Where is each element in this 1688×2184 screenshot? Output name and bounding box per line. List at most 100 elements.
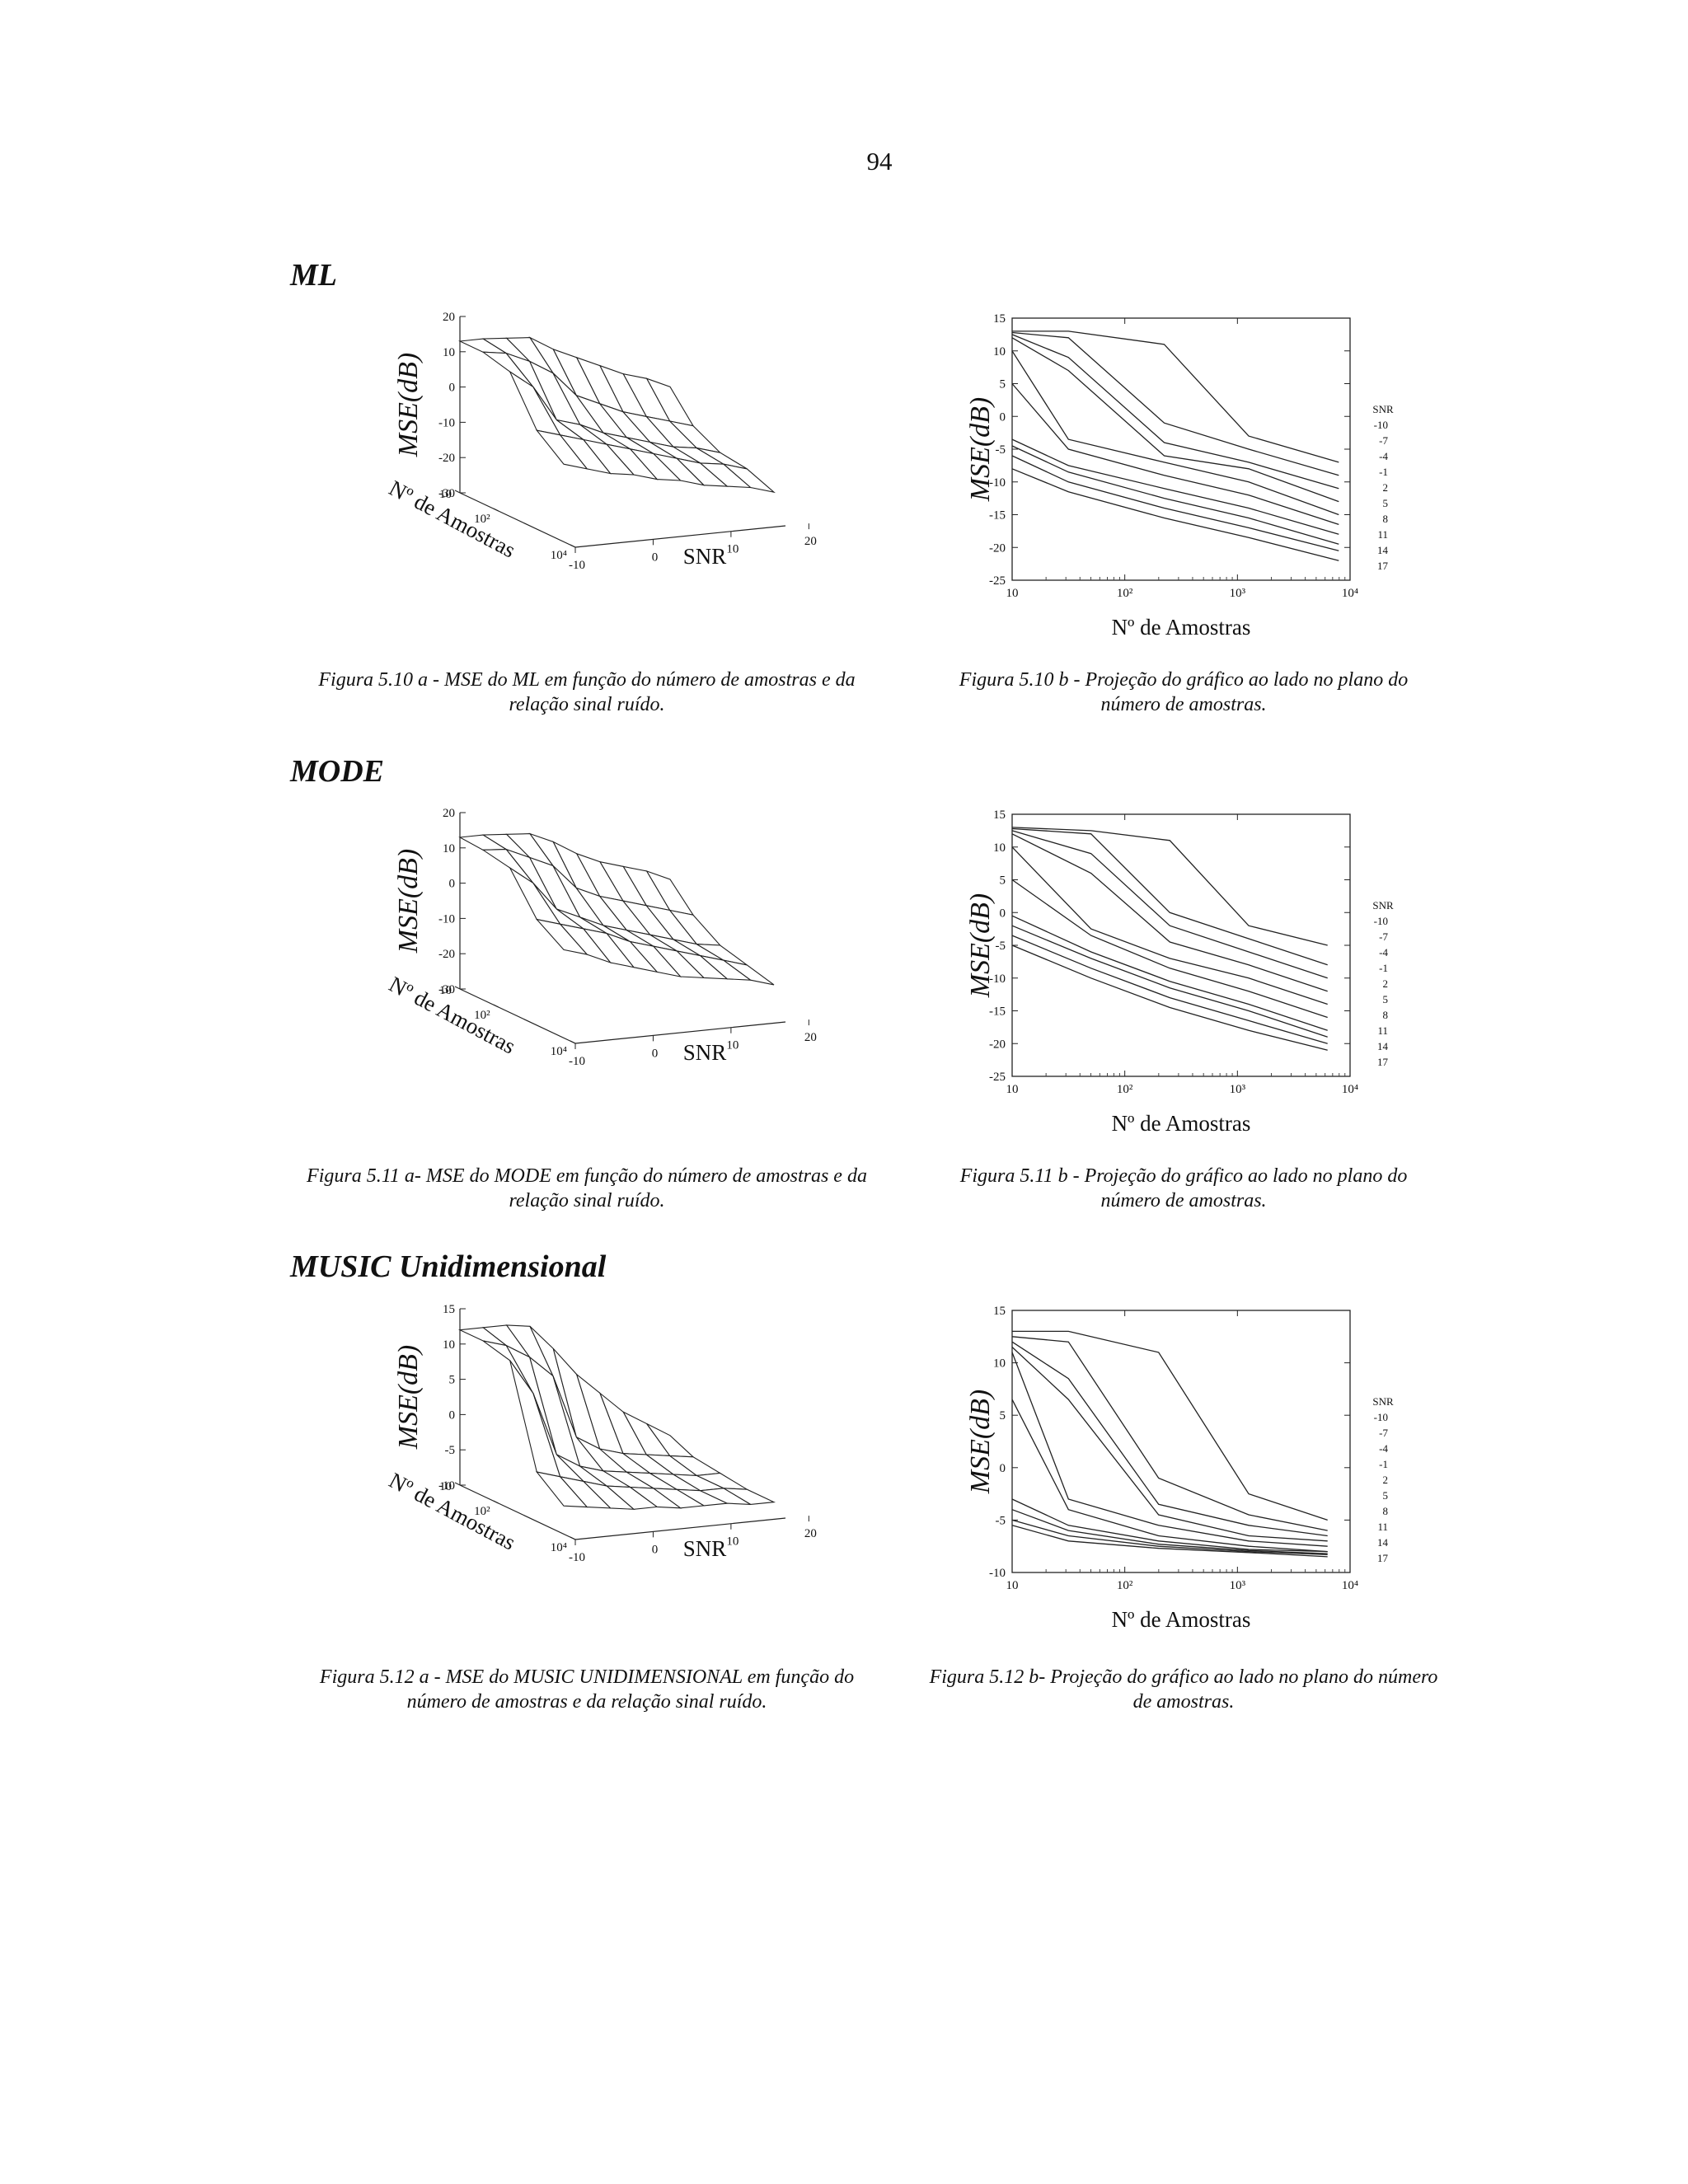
y-tick-label: -10 (989, 972, 1006, 986)
series-line-snr--1 (1011, 1347, 1328, 1542)
legend-item: -1 (1379, 1458, 1388, 1470)
legend-item: -7 (1379, 1427, 1388, 1439)
series-line-snr-11 (1011, 925, 1328, 1038)
z-tick-label: -20 (438, 948, 455, 961)
legend-item: 2 (1383, 481, 1389, 494)
series-line-snr-11 (1011, 445, 1339, 545)
caption-fig-5-12a: Figura 5.12 a - MSE do MUSIC UNIDIMENSIO… (290, 1665, 884, 1714)
legend-title: SNR (1372, 899, 1394, 912)
series-line-snr--4 (1011, 830, 1328, 979)
x-tick-label: 10² (1117, 587, 1133, 600)
snr-axis-title: SNR (683, 1536, 727, 1561)
samples-tick-label: 10 (439, 1480, 452, 1493)
samples-tick (570, 1040, 576, 1044)
y-tick-label: 10 (993, 841, 1006, 855)
legend-item: 17 (1377, 1056, 1389, 1068)
z-tick-label: -10 (438, 1479, 455, 1493)
series-line-snr-14 (1011, 1519, 1328, 1556)
legend-item: -10 (1374, 915, 1388, 927)
y-tick-label: -15 (989, 1005, 1006, 1019)
samples-axis (459, 988, 576, 1044)
x-tick-label: 10² (1117, 1083, 1133, 1096)
snr-tick-label: 10 (726, 1535, 738, 1549)
y-tick-label: 0 (1000, 410, 1006, 424)
series-line-snr--7 (1011, 827, 1328, 966)
x-tick-label: 10⁴ (1342, 1083, 1358, 1096)
x-axis-title: Nº de Amostras (1112, 1607, 1251, 1632)
caption-line: Figura 5.12 b- Projeção do gráfico ao la… (929, 1666, 1438, 1688)
legend-item: 2 (1383, 977, 1389, 990)
z-tick-label: 10 (443, 346, 455, 359)
surface-plot-mode: 20100-10-20-30-10010201010²10⁴MSE(dB)Nº … (385, 807, 817, 1068)
samples-axis (459, 492, 576, 548)
y-tick-label: 15 (993, 808, 1006, 822)
snr-tick-label: -10 (569, 1551, 585, 1564)
series-line-snr--7 (1011, 1336, 1328, 1531)
legend-item: 8 (1383, 1505, 1389, 1517)
caption-line: relação sinal ruído. (509, 1190, 665, 1212)
samples-tick-label: 10⁴ (551, 1045, 567, 1058)
z-tick-label: 0 (449, 1408, 456, 1422)
snr-tick-label: 10 (726, 543, 738, 556)
x-tick-label: 10 (1006, 1083, 1019, 1096)
legend-item: -10 (1374, 419, 1388, 431)
caption-fig-5-11a: Figura 5.11 a- MSE do MODE em função do … (290, 1164, 884, 1213)
y-tick-label: 10 (993, 345, 1006, 359)
samples-axis (459, 1484, 576, 1540)
legend-item: 14 (1377, 1536, 1389, 1549)
caption-line: Figura 5.10 a - MSE do ML em função do n… (318, 669, 856, 691)
samples-tick-label: 10 (439, 488, 452, 501)
y-tick-label: -20 (989, 541, 1006, 555)
y-tick-label: -25 (989, 574, 1006, 588)
series-line-snr-17 (1011, 468, 1339, 561)
y-tick-label: -25 (989, 1071, 1006, 1084)
samples-tick (493, 1500, 499, 1504)
page-number: 94 (866, 147, 893, 176)
legend-item: -1 (1379, 962, 1388, 974)
x-tick-label: 10² (1117, 1579, 1133, 1592)
legend-item: 14 (1377, 544, 1389, 556)
samples-tick-label: 10² (474, 1009, 490, 1022)
legend-item: 17 (1377, 560, 1389, 572)
z-tick-label: 15 (443, 1303, 455, 1316)
surface-plot-ml: 20100-10-20-30-10010201010²10⁴MSE(dB)Nº … (385, 311, 817, 572)
caption-fig-5-10a: Figura 5.10 a - MSE do ML em função do n… (290, 668, 884, 717)
snr-axis (574, 1517, 786, 1540)
legend-item: 2 (1383, 1474, 1389, 1486)
snr-axis-title: SNR (683, 544, 727, 569)
z-tick-label: 20 (443, 311, 455, 324)
legend-item: 11 (1377, 528, 1388, 541)
y-tick-label: -15 (989, 509, 1006, 523)
series-line-snr-14 (1011, 935, 1328, 1044)
snr-tick-label: -10 (569, 1055, 585, 1068)
series-line-snr-8 (1011, 1498, 1328, 1553)
z-tick-label: 10 (443, 842, 455, 855)
series-line-snr-8 (1011, 915, 1328, 1031)
y-tick-label: -10 (989, 476, 1006, 490)
caption-line: Figura 5.11 b - Projeção do gráfico ao l… (959, 1165, 1408, 1187)
y-tick-label: 10 (993, 1357, 1006, 1371)
caption-fig-5-10b: Figura 5.10 b - Projeção do gráfico ao l… (903, 668, 1464, 717)
y-tick-label: -10 (989, 1567, 1006, 1580)
series-line-snr--7 (1011, 331, 1339, 476)
snr-tick-label: 20 (804, 1031, 817, 1044)
samples-tick (570, 544, 576, 548)
snr-axis (574, 1021, 786, 1044)
x-tick-label: 10⁴ (1342, 1579, 1358, 1592)
section-heading-ml: ML (290, 258, 337, 293)
y-axis-title: MSE(dB) (965, 397, 996, 503)
y-tick-label: 15 (993, 312, 1006, 326)
y-tick-label: -5 (996, 443, 1006, 457)
caption-line: Figura 5.12 a - MSE do MUSIC UNIDIMENSIO… (319, 1666, 855, 1688)
z-tick-label: -30 (438, 983, 455, 996)
series-line-snr--1 (1011, 833, 1328, 992)
samples-tick (454, 1482, 461, 1486)
y-axis-title: MSE(dB) (965, 1390, 996, 1495)
y-tick-label: 15 (993, 1305, 1006, 1318)
x-tick-label: 10³ (1230, 1083, 1246, 1096)
series-line-snr--4 (1011, 1341, 1328, 1537)
series-line-snr--10 (1012, 330, 1339, 463)
legend-item: -4 (1379, 946, 1388, 958)
